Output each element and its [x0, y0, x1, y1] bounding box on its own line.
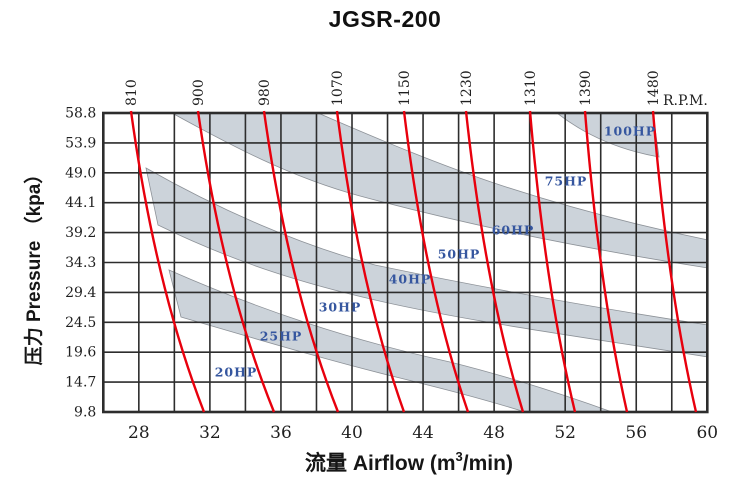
hp-label-100hp: 100HP: [604, 124, 656, 139]
hp-label-50hp: 50HP: [438, 247, 481, 262]
y-tick-label: 19.6: [65, 345, 96, 361]
rpm-line-1480: [651, 110, 698, 413]
rpm-label-1150: 1150: [397, 70, 413, 106]
rpm-label-1310: 1310: [523, 70, 539, 106]
rpm-label-810: 810: [124, 79, 140, 106]
hp-label-25hp: 25HP: [260, 329, 303, 344]
rpm-label-900: 900: [191, 79, 207, 106]
rpm-line-900: [196, 110, 276, 413]
hp-band-60hp: [171, 112, 709, 269]
rpm-label-1230: 1230: [459, 70, 475, 106]
x-tick-label: 44: [412, 423, 434, 443]
y-axis-title: 压力 Pressure （kpa）: [22, 165, 45, 366]
rpm-unit-label: R.P.M.: [663, 93, 708, 109]
x-tick-label: 36: [270, 423, 292, 443]
rpm-line-1230: [464, 110, 525, 413]
y-tick-label: 34.3: [65, 255, 96, 271]
x-tick-label: 56: [625, 423, 647, 443]
rpm-line-1310: [528, 110, 577, 413]
rpm-line-980: [262, 110, 340, 413]
rpm-label-1390: 1390: [578, 70, 594, 106]
rpm-label-1480: 1480: [646, 70, 662, 106]
rpm-line-810: [129, 110, 206, 413]
y-tick-label: 24.5: [65, 315, 96, 331]
y-tick-label: 58.8: [65, 106, 96, 122]
y-tick-label: 49.0: [65, 165, 96, 181]
hp-label-30hp: 30HP: [319, 300, 362, 315]
hp-label-20hp: 20HP: [215, 365, 258, 380]
y-tick-label: 44.1: [65, 195, 96, 211]
hp-label-40hp: 40HP: [389, 272, 432, 287]
hp-label-60hp: 60HP: [492, 223, 535, 238]
x-tick-label: 32: [199, 423, 221, 443]
x-axis-title: 流量 Airflow (m3/min): [305, 449, 513, 475]
chart-title: JGSR-200: [328, 6, 442, 32]
x-tick-label: 60: [696, 423, 718, 443]
y-tick-label: 39.2: [65, 225, 96, 241]
hp-label-75hp: 75HP: [545, 174, 588, 189]
x-tick-label: 28: [128, 423, 150, 443]
x-tick-label: 48: [483, 423, 505, 443]
x-tick-label: 52: [554, 423, 576, 443]
hp-band-100hp: [555, 112, 660, 158]
rpm-line-1390: [583, 110, 629, 413]
rpm-line-1070: [335, 110, 406, 413]
y-tick-label: 29.4: [65, 285, 96, 301]
rpm-line-1150: [402, 110, 470, 413]
x-tick-label: 40: [341, 423, 363, 443]
rpm-label-980: 980: [257, 79, 273, 106]
y-tick-label: 53.9: [65, 135, 96, 151]
y-tick-label: 14.7: [65, 375, 96, 391]
rpm-label-1070: 1070: [330, 70, 346, 106]
y-tick-label: 9.8: [74, 405, 96, 421]
